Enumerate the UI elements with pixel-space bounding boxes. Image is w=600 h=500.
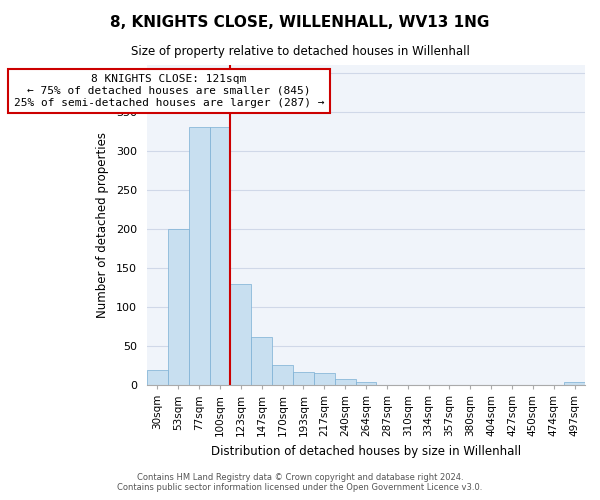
Text: Contains HM Land Registry data © Crown copyright and database right 2024.
Contai: Contains HM Land Registry data © Crown c…	[118, 473, 482, 492]
Bar	[293, 372, 314, 385]
Bar	[168, 229, 189, 385]
Bar	[147, 370, 168, 385]
Y-axis label: Number of detached properties: Number of detached properties	[96, 132, 109, 318]
Bar	[356, 382, 376, 385]
Text: Size of property relative to detached houses in Willenhall: Size of property relative to detached ho…	[131, 45, 469, 58]
Bar	[230, 284, 251, 385]
Bar	[189, 128, 209, 385]
Bar	[335, 379, 356, 385]
Bar	[564, 382, 585, 385]
Bar	[314, 372, 335, 385]
Bar	[209, 128, 230, 385]
Bar	[272, 364, 293, 385]
Text: 8 KNIGHTS CLOSE: 121sqm
← 75% of detached houses are smaller (845)
25% of semi-d: 8 KNIGHTS CLOSE: 121sqm ← 75% of detache…	[14, 74, 324, 108]
Text: 8, KNIGHTS CLOSE, WILLENHALL, WV13 1NG: 8, KNIGHTS CLOSE, WILLENHALL, WV13 1NG	[110, 15, 490, 30]
X-axis label: Distribution of detached houses by size in Willenhall: Distribution of detached houses by size …	[211, 444, 521, 458]
Bar	[251, 336, 272, 385]
